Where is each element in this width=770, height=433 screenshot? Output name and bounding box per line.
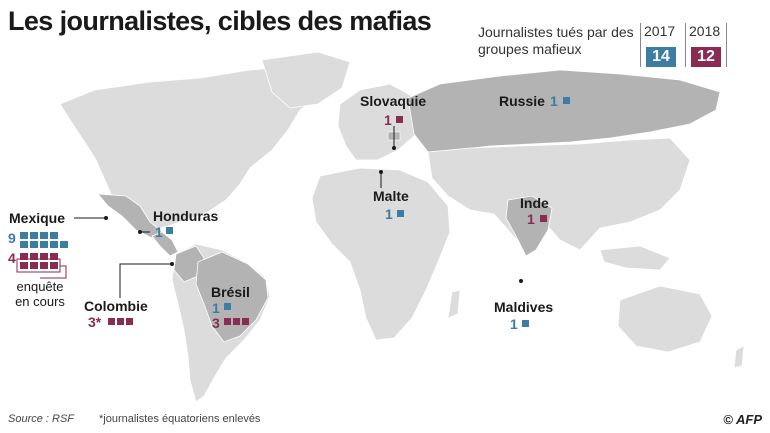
- malte-dot: [379, 170, 383, 174]
- count-malte-2017: 1: [385, 206, 393, 222]
- label-inde: Inde: [520, 195, 549, 211]
- count-mexique-2017: 9: [8, 230, 16, 246]
- sq: [126, 318, 133, 325]
- sq: [224, 318, 231, 325]
- sq: [20, 262, 28, 269]
- southeast-asia: [599, 245, 671, 271]
- count-russie-2017: 1: [550, 93, 558, 109]
- mexique-squares-2017: [20, 232, 68, 248]
- count-maldives-2017: 1: [510, 316, 518, 332]
- honduras-dot: [138, 230, 142, 234]
- enquete-note: enquête en cours: [15, 279, 65, 309]
- count-bresil-2017: 1: [212, 300, 220, 316]
- mexique-squares-2018: [20, 253, 58, 269]
- page-title: Les journalistes, cibles des mafias: [8, 6, 432, 36]
- footnote: *journalistes équatoriens enlevés: [99, 413, 261, 425]
- legend-separator: [685, 23, 686, 67]
- sq: [108, 318, 115, 325]
- sq: [20, 241, 28, 248]
- maldives-marker: [519, 279, 523, 283]
- sq: [30, 241, 38, 248]
- sq: [50, 241, 58, 248]
- count-mexique-2018: 4: [8, 250, 16, 266]
- bresil-sq-2017: [224, 303, 231, 310]
- label-maldives: Maldives: [494, 299, 554, 315]
- sq: [50, 262, 58, 269]
- label-russie: Russie: [499, 93, 545, 109]
- sq: [20, 232, 28, 239]
- greenland: [261, 51, 351, 109]
- label-bresil: Brésil: [211, 284, 250, 300]
- legend-separator: [726, 23, 727, 67]
- legend-year-2018: 2018: [689, 23, 721, 39]
- sq: [117, 318, 124, 325]
- brazil-shape: [195, 251, 269, 343]
- russie-sq-2017: [563, 97, 570, 104]
- label-colombie: Colombie: [84, 298, 148, 314]
- africa: [311, 167, 451, 341]
- russia-shape: [407, 69, 721, 153]
- label-malte: Malte: [373, 188, 409, 204]
- slovaquie-dot: [392, 146, 396, 150]
- sq: [40, 262, 48, 269]
- count-honduras-2017: 1: [155, 224, 163, 240]
- sq: [50, 253, 58, 260]
- sq: [30, 262, 38, 269]
- legend-total-2018: 12: [691, 47, 721, 67]
- india-shape: [505, 195, 553, 257]
- sq: [40, 232, 48, 239]
- legend-label: Journalistes tués par des groupes mafieu…: [478, 24, 634, 57]
- sq: [50, 232, 58, 239]
- central-america: [151, 231, 179, 257]
- source: Source : RSF: [8, 413, 75, 425]
- count-colombie-2018: 3*: [88, 314, 102, 330]
- asia: [427, 137, 691, 251]
- australia: [617, 285, 713, 353]
- label-mexique: Mexique: [9, 210, 66, 226]
- count-bresil-2018: 3: [212, 315, 220, 331]
- sq: [242, 318, 249, 325]
- sq: [30, 232, 38, 239]
- mexique-dot: [104, 216, 108, 220]
- sq: [40, 241, 48, 248]
- madagascar: [447, 289, 461, 319]
- maldives-sq-2017: [522, 320, 529, 327]
- sq: [40, 253, 48, 260]
- new-zealand: [733, 345, 745, 369]
- count-inde-2018: 1: [527, 211, 535, 227]
- legend-total-2017: 14: [646, 47, 676, 67]
- inde-sq-2018: [540, 215, 547, 222]
- malte-sq-2017: [397, 210, 404, 217]
- bresil-squares-2018: [224, 318, 249, 325]
- sq: [30, 253, 38, 260]
- label-slovaquie: Slovaquie: [360, 93, 427, 109]
- colombie-squares-2018: [108, 318, 133, 325]
- sq: [233, 318, 240, 325]
- europe: [337, 83, 421, 161]
- colombie-leader: [119, 263, 172, 298]
- sq: [20, 253, 28, 260]
- legend-year-2017: 2017: [644, 23, 676, 39]
- enquete-bracket: [40, 265, 67, 279]
- legend-separator: [640, 23, 641, 67]
- count-slovaquie-2018: 1: [384, 112, 392, 128]
- slovaquie-sq-2018: [396, 116, 403, 123]
- sq: [60, 241, 68, 248]
- label-honduras: Honduras: [153, 208, 219, 224]
- credit: © AFP: [723, 412, 762, 427]
- honduras-sq-2017: [166, 227, 173, 234]
- colombie-dot: [170, 262, 174, 266]
